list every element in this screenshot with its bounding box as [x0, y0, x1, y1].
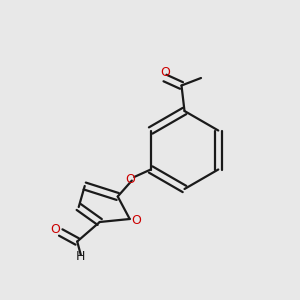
Text: O: O	[50, 223, 60, 236]
Text: O: O	[160, 66, 170, 79]
Text: O: O	[125, 173, 135, 186]
Text: H: H	[76, 250, 86, 263]
Text: O: O	[131, 214, 141, 227]
